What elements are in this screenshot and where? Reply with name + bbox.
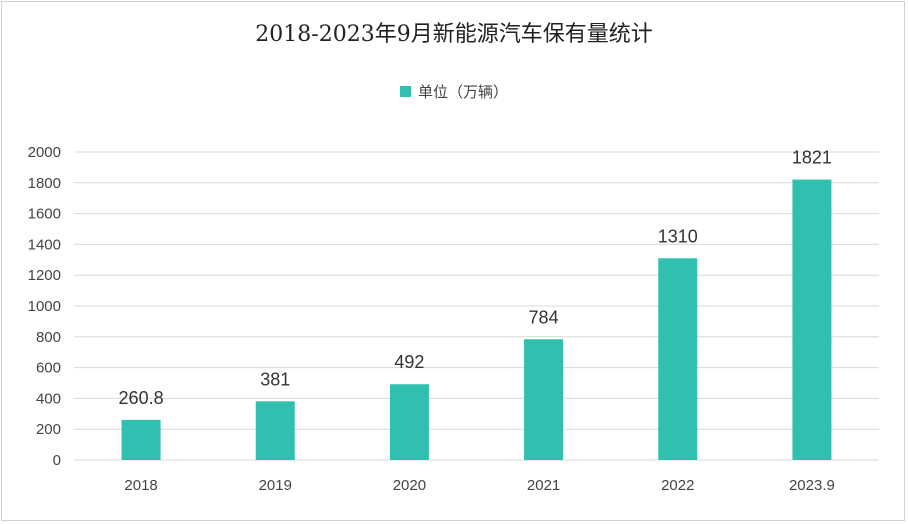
- bar: [389, 384, 429, 460]
- legend-label: 单位（万辆）: [417, 83, 508, 101]
- y-tick-label: 1800: [28, 175, 61, 192]
- data-label: 260.8: [119, 388, 164, 408]
- y-tick-label: 1600: [28, 206, 61, 223]
- y-tick-label: 800: [36, 329, 61, 346]
- y-tick-label: 1000: [28, 298, 61, 315]
- y-tick-label: 600: [36, 360, 61, 377]
- x-tick-label: 2021: [527, 477, 560, 494]
- bar: [121, 419, 161, 460]
- bar: [255, 401, 295, 460]
- data-label: 1821: [792, 148, 832, 168]
- chart-legend: 单位（万辆）: [0, 81, 908, 102]
- y-tick-label: 1400: [28, 236, 61, 253]
- x-tick-label: 2023.9: [789, 477, 835, 494]
- y-tick-label: 0: [53, 452, 61, 469]
- y-tick-label: 200: [36, 421, 61, 438]
- chart-title: 2018-2023年9月新能源汽车保有量统计: [255, 22, 653, 47]
- bar: [792, 179, 832, 461]
- data-label: 492: [394, 352, 424, 372]
- y-tick-label: 400: [36, 390, 61, 407]
- data-label: 381: [260, 369, 290, 389]
- legend-swatch: [399, 86, 411, 97]
- bar: [524, 339, 564, 460]
- data-label: 784: [529, 307, 559, 327]
- x-tick-label: 2018: [124, 477, 157, 494]
- y-tick-label: 1200: [28, 267, 61, 284]
- x-tick-label: 2020: [393, 477, 426, 494]
- data-label: 1310: [658, 226, 698, 246]
- bar: [658, 258, 698, 460]
- y-tick-label: 2000: [28, 144, 61, 161]
- x-tick-label: 2019: [259, 477, 292, 494]
- x-tick-label: 2022: [661, 477, 694, 494]
